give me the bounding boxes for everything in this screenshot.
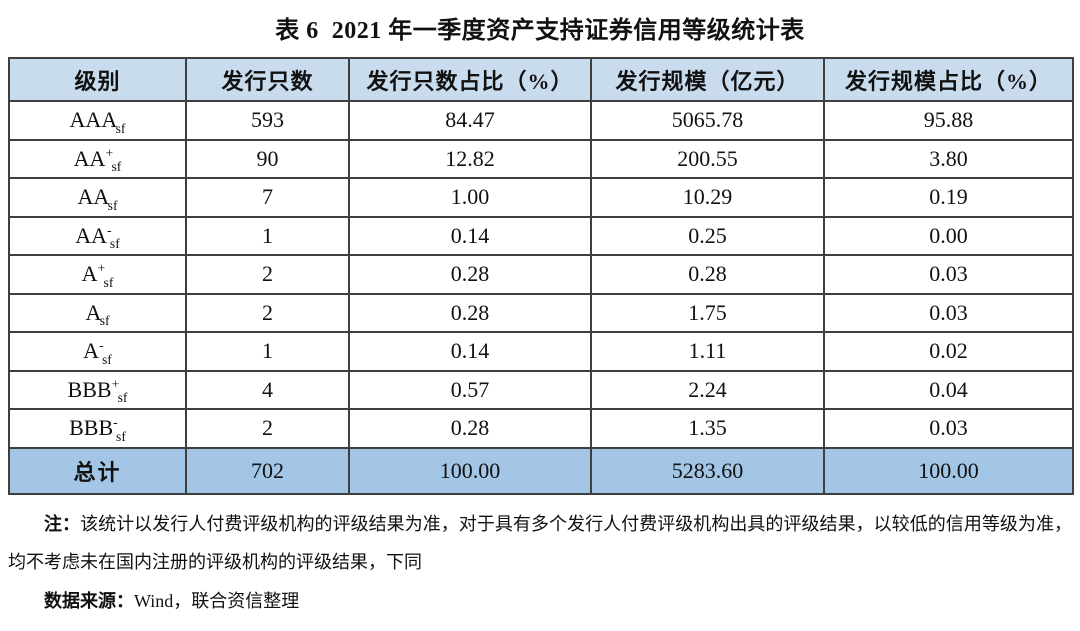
grade-cell: BBB+sf (8, 369, 187, 410)
value-cell: 0.02 (823, 331, 1074, 372)
value-cell: 593 (185, 100, 350, 141)
value-cell: 1.75 (590, 292, 825, 333)
value-cell: 10.29 (590, 177, 825, 218)
table-row: BBB+sf 4 0.57 2.24 0.04 (8, 369, 1074, 410)
value-cell: 2 (185, 292, 350, 333)
value-cell: 7 (185, 177, 350, 218)
value-cell: 0.03 (823, 292, 1074, 333)
note-text: 该统计以发行人付费评级机构的评级结果为准，对于具有多个发行人付费评级机构出具的评… (8, 513, 1073, 573)
total-row: 总计 702 100.00 5283.60 100.00 (8, 446, 1074, 495)
value-cell: 1.00 (348, 177, 592, 218)
value-cell: 0.28 (348, 254, 592, 295)
value-cell: 12.82 (348, 138, 592, 179)
note-prefix: 注： (44, 513, 81, 534)
value-cell: 5065.78 (590, 100, 825, 141)
value-cell: 0.03 (823, 408, 1074, 449)
table-title: 表 6 2021 年一季度资产支持证券信用等级统计表 (275, 18, 805, 44)
value-cell: 4 (185, 369, 350, 410)
column-header-scale-share: 发行规模占比（%） (823, 57, 1074, 102)
value-cell: 2 (185, 408, 350, 449)
value-cell: 1.35 (590, 408, 825, 449)
value-cell: 95.88 (823, 100, 1074, 141)
grade-cell: AA+sf (8, 138, 187, 179)
value-cell: 0.03 (823, 254, 1074, 295)
value-cell: 0.57 (348, 369, 592, 410)
grade-cell: A-sf (8, 331, 187, 372)
table-row: A+sf 2 0.28 0.28 0.03 (8, 254, 1074, 295)
value-cell: 0.28 (348, 408, 592, 449)
ratings-table: 级别 发行只数 发行只数占比（%） 发行规模（亿元） 发行规模占比（%） AAA… (8, 57, 1074, 495)
table-row: AAsf 7 1.00 10.29 0.19 (8, 177, 1074, 218)
table-row: AA+sf 90 12.82 200.55 3.80 (8, 138, 1074, 179)
source-text: Wind，联合资信整理 (134, 590, 300, 611)
note-paragraph: 注：该统计以发行人付费评级机构的评级结果为准，对于具有多个发行人付费评级机构出具… (8, 505, 1072, 582)
table-row: AA-sf 1 0.14 0.25 0.00 (8, 215, 1074, 256)
value-cell: 0.14 (348, 331, 592, 372)
value-cell: 200.55 (590, 138, 825, 179)
value-cell: 100.00 (823, 446, 1074, 495)
grade-cell: AAsf (8, 177, 187, 218)
value-cell: 3.80 (823, 138, 1074, 179)
grade-cell: Asf (8, 292, 187, 333)
value-cell: 702 (185, 446, 350, 495)
column-header-issue-count: 发行只数 (185, 57, 350, 102)
value-cell: 100.00 (348, 446, 592, 495)
table-row: BBB-sf 2 0.28 1.35 0.03 (8, 408, 1074, 449)
value-cell: 1.11 (590, 331, 825, 372)
source-prefix: 数据来源： (44, 590, 134, 611)
value-cell: 0.28 (590, 254, 825, 295)
value-cell: 0.04 (823, 369, 1074, 410)
value-cell: 1 (185, 331, 350, 372)
column-header-count-share: 发行只数占比（%） (348, 57, 592, 102)
grade-cell: BBB-sf (8, 408, 187, 449)
value-cell: 0.14 (348, 215, 592, 256)
table-row: Asf 2 0.28 1.75 0.03 (8, 292, 1074, 333)
footnotes: 注：该统计以发行人付费评级机构的评级结果为准，对于具有多个发行人付费评级机构出具… (8, 505, 1072, 621)
grade-cell: A+sf (8, 254, 187, 295)
value-cell: 84.47 (348, 100, 592, 141)
grade-cell: 总计 (8, 446, 187, 495)
value-cell: 0.00 (823, 215, 1074, 256)
table-body: AAAsf 593 84.47 5065.78 95.88 AA+sf 90 12.82 200… (8, 100, 1074, 495)
source-paragraph: 数据来源：Wind，联合资信整理 (8, 582, 1072, 621)
grade-cell: AAAsf (8, 100, 187, 141)
value-cell: 0.19 (823, 177, 1074, 218)
table-row: AAAsf 593 84.47 5065.78 95.88 (8, 100, 1074, 141)
value-cell: 90 (185, 138, 350, 179)
value-cell: 0.28 (348, 292, 592, 333)
value-cell: 5283.60 (590, 446, 825, 495)
column-header-grade: 级别 (8, 57, 187, 102)
table-row: A-sf 1 0.14 1.11 0.02 (8, 331, 1074, 372)
value-cell: 2.24 (590, 369, 825, 410)
header-row: 级别 发行只数 发行只数占比（%） 发行规模（亿元） 发行规模占比（%） (8, 57, 1074, 102)
column-header-issue-scale: 发行规模（亿元） (590, 57, 825, 102)
value-cell: 0.25 (590, 215, 825, 256)
value-cell: 1 (185, 215, 350, 256)
value-cell: 2 (185, 254, 350, 295)
grade-cell: AA-sf (8, 215, 187, 256)
